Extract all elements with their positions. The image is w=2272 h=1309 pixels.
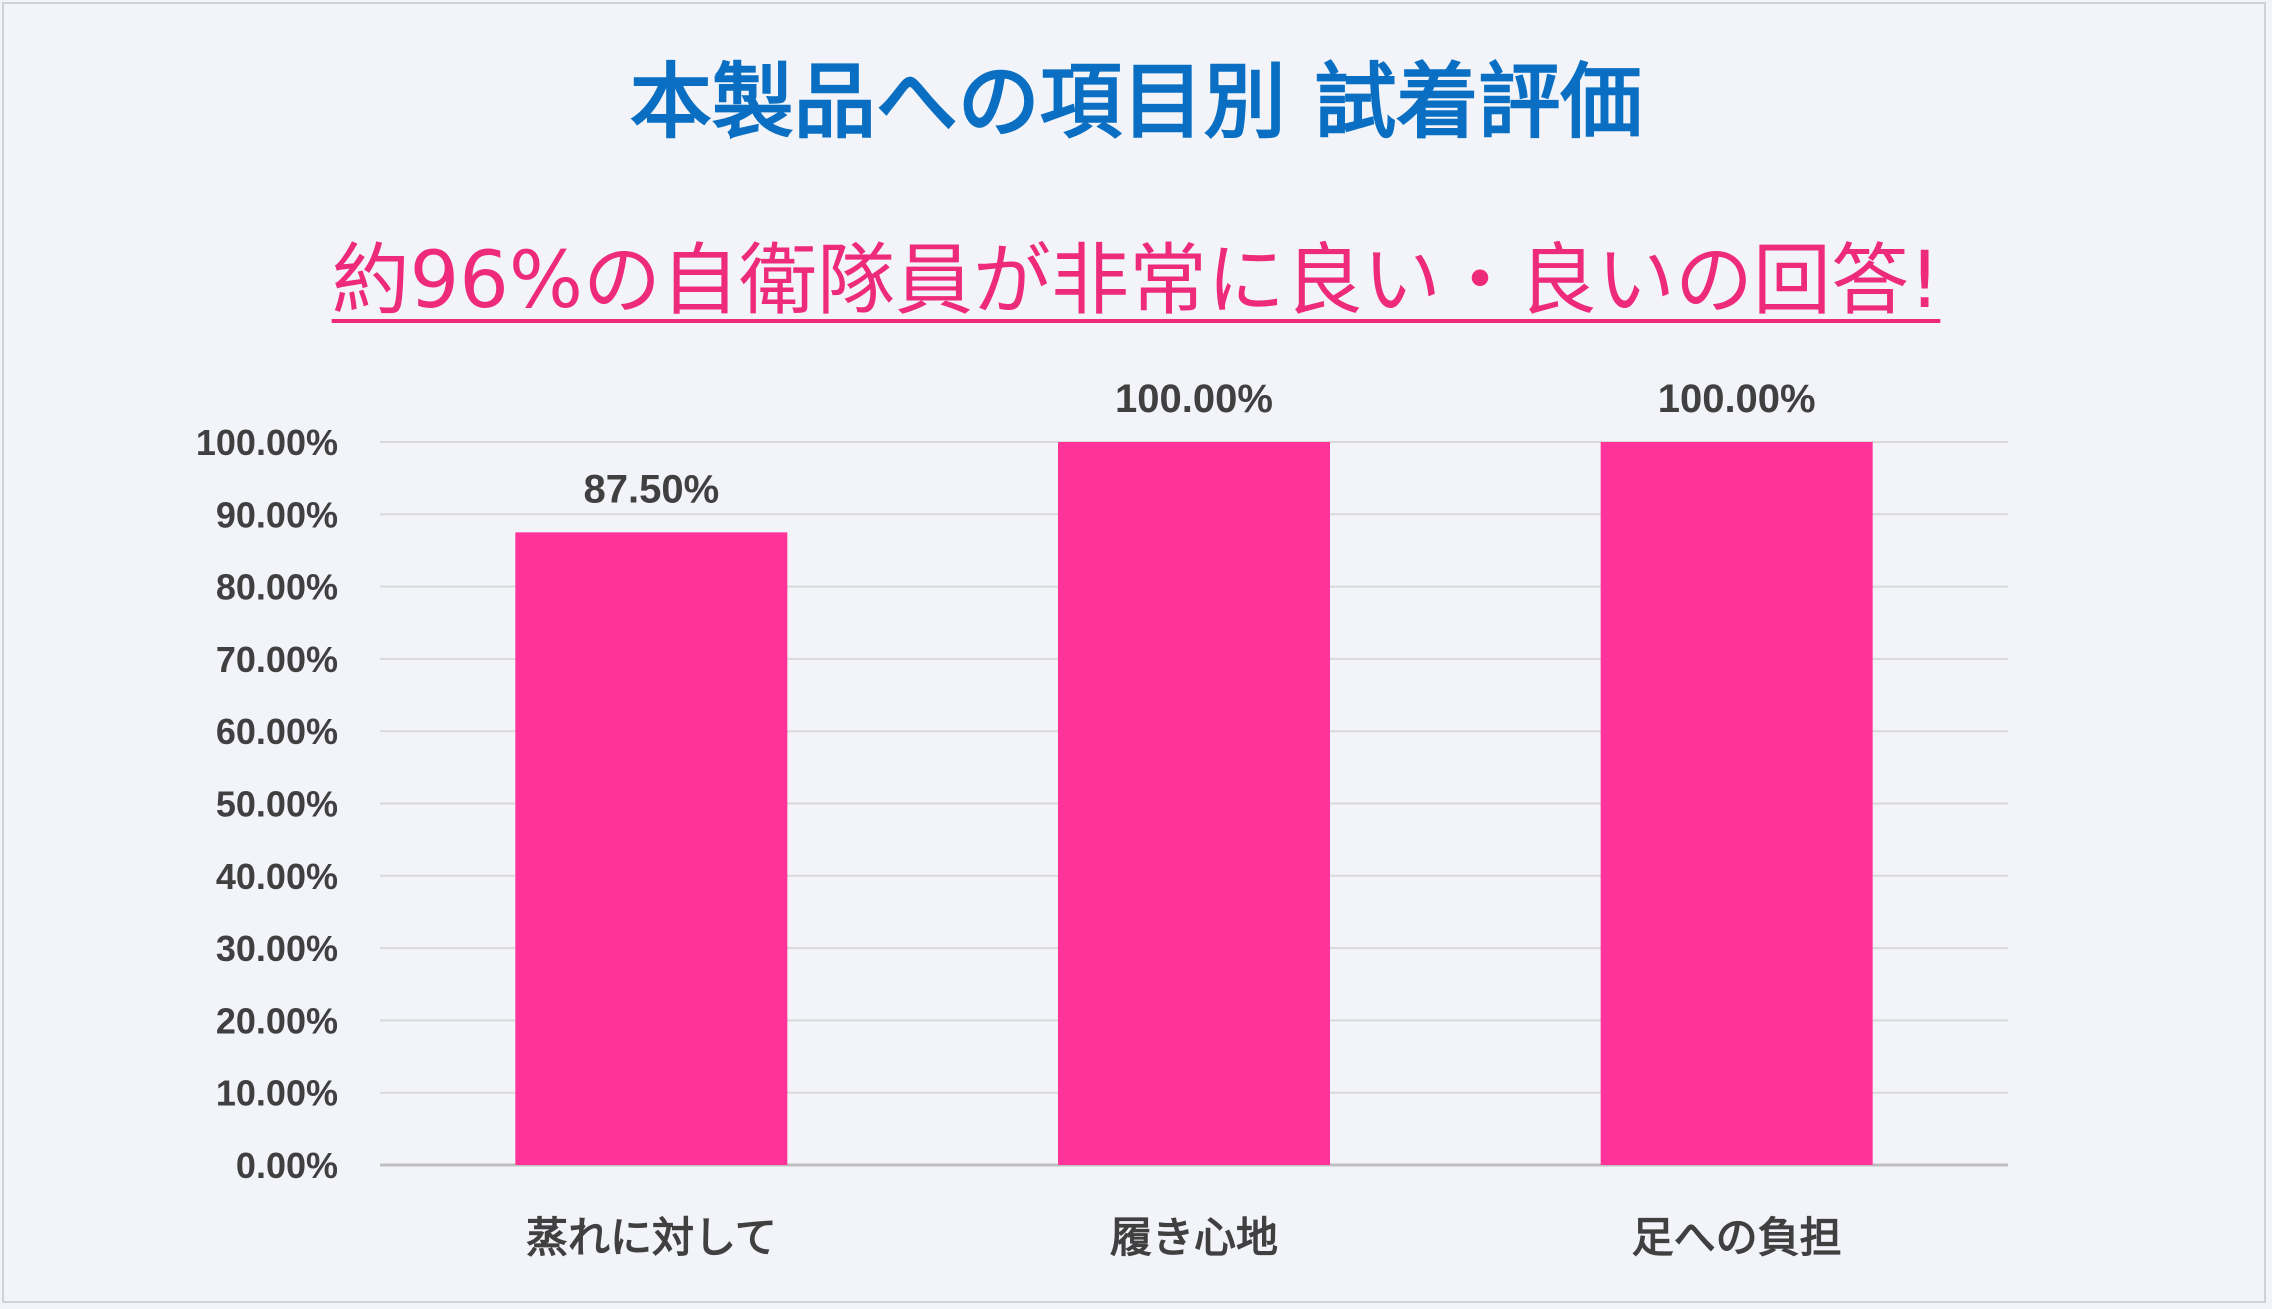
data-label: 100.00% — [1115, 377, 1273, 421]
x-axis-categories: 蒸れに対して 履き心地 足への負担 — [526, 1213, 1842, 1262]
chart-subtitle-text: 約96%の自衛隊員が非常に良い・良いの回答! — [331, 236, 1941, 326]
y-axis-ticks: 0.00% 10.00% 20.00% 30.00% 40.00% 50.00% 60.00… — [196, 422, 338, 1186]
y-tick-label: 30.00% — [216, 928, 338, 969]
bar — [515, 532, 788, 1165]
chart-title: 本製品への項目別 試着評価 — [629, 55, 1643, 150]
category-label: 履き心地 — [1110, 1213, 1278, 1262]
category-label: 蒸れに対して — [526, 1213, 777, 1262]
y-tick-label: 40.00% — [216, 856, 338, 897]
data-label: 100.00% — [1658, 377, 1816, 421]
data-labels: 87.50% 100.00% 100.00% — [583, 377, 1815, 511]
y-tick-label: 70.00% — [216, 639, 338, 680]
y-tick-label: 60.00% — [216, 711, 338, 752]
bar — [1058, 442, 1330, 1165]
data-label: 87.50% — [583, 467, 719, 511]
chart-subtitle: 約96%の自衛隊員が非常に良い・良いの回答! — [0, 242, 2272, 320]
category-label: 足への負担 — [1632, 1213, 1842, 1262]
y-tick-label: 100.00% — [196, 422, 338, 463]
y-tick-label: 80.00% — [216, 567, 338, 608]
y-tick-label: 20.00% — [216, 1000, 338, 1041]
y-tick-label: 90.00% — [216, 494, 338, 535]
y-tick-label: 0.00% — [236, 1145, 338, 1186]
bars — [515, 442, 1873, 1165]
y-tick-label: 10.00% — [216, 1073, 338, 1114]
bar — [1600, 442, 1873, 1165]
y-tick-label: 50.00% — [216, 784, 338, 825]
